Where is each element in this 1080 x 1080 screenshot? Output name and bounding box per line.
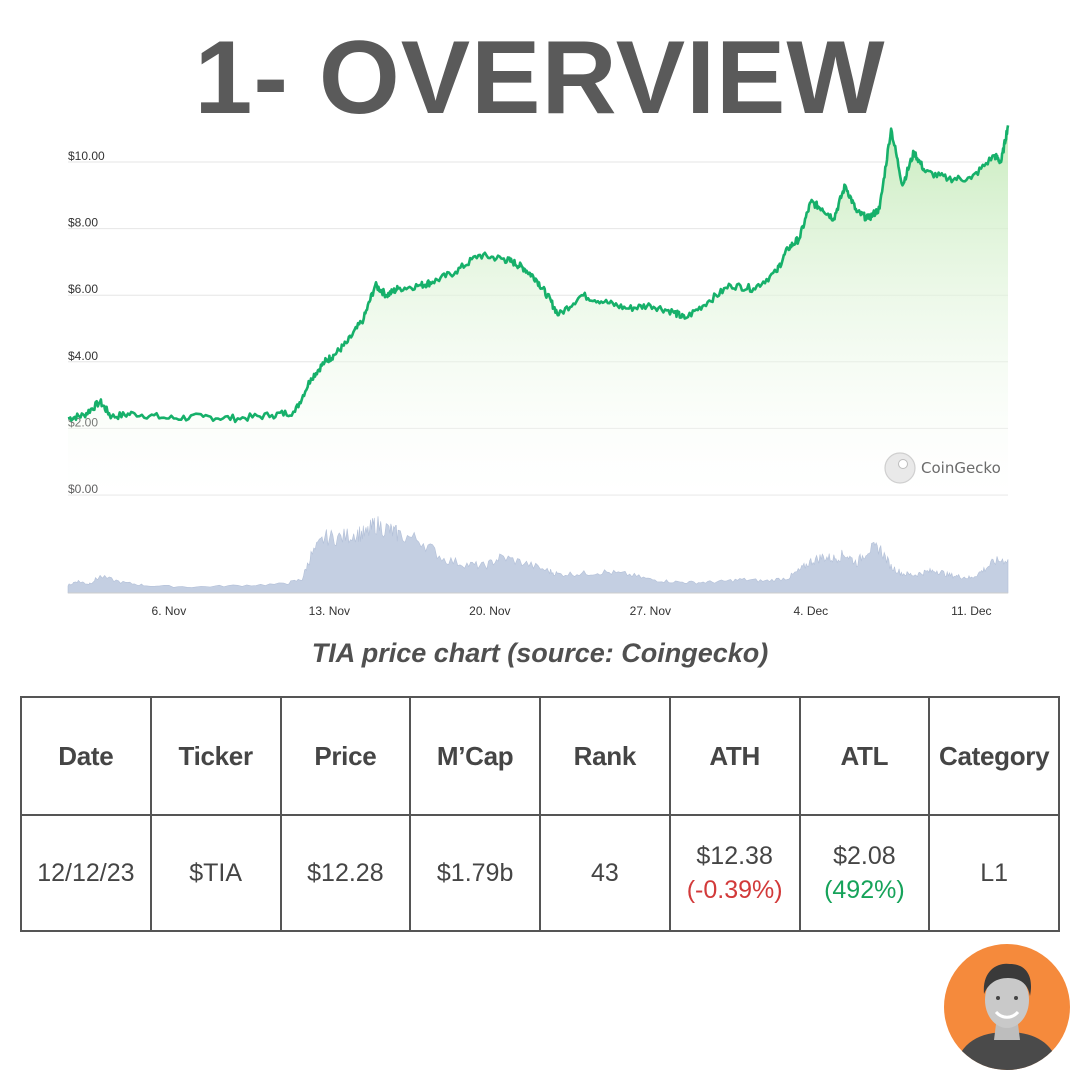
- table-row: 12/12/23 $TIA $12.28 $1.79b 43 $12.38 (-…: [20, 814, 1060, 932]
- header-mcap: M’Cap: [409, 696, 541, 816]
- x-axis-ticks: 6. Nov 13. Nov 20. Nov 27. Nov 4. Dec 11. Dec: [152, 604, 992, 618]
- price-chart: $0.00$2.00$4.00$6.00$8.00$10.00 6. Nov13…: [67, 125, 1010, 618]
- cell-ath: $12.38 (-0.39%): [668, 814, 801, 932]
- cell-mcap: $1.79b: [409, 814, 541, 932]
- header-rank: Rank: [539, 696, 671, 816]
- x-tick-label: 11. Dec: [951, 604, 991, 618]
- volume-area: [67, 516, 1009, 594]
- cell-category: L1: [928, 814, 1060, 932]
- x-tick-label: 20. Nov: [469, 604, 510, 618]
- atl-change: (492%): [824, 876, 905, 904]
- y-tick-label: $4.00: [68, 349, 98, 363]
- cell-price: $12.28: [279, 814, 412, 932]
- x-tick-label: 6. Nov: [152, 604, 187, 618]
- cell-date: 12/12/23: [20, 814, 152, 932]
- author-avatar: [944, 944, 1070, 1070]
- gecko-eye-icon: [898, 459, 908, 469]
- header-price: Price: [279, 696, 412, 816]
- header-date: Date: [20, 696, 152, 816]
- cell-ticker: $TIA: [149, 814, 282, 932]
- table-header-row: Date Ticker Price M’Cap Rank ATH ATL Cat…: [20, 696, 1060, 816]
- header-ath: ATH: [668, 696, 801, 816]
- hair-shape: [983, 963, 1032, 996]
- ath-change: (-0.39%): [686, 876, 783, 904]
- y-tick-label: $6.00: [68, 282, 98, 296]
- chart-caption: TIA price chart (source: Coingecko): [311, 638, 769, 668]
- header-category: Category: [928, 696, 1060, 816]
- overview-table: Date Ticker Price M’Cap Rank ATH ATL Cat…: [20, 696, 1060, 932]
- x-tick-label: 27. Nov: [630, 604, 671, 618]
- price-area: [68, 125, 1008, 496]
- y-tick-label: $8.00: [68, 216, 98, 230]
- x-tick-label: 4. Dec: [793, 604, 828, 618]
- header-ticker: Ticker: [149, 696, 282, 816]
- atl-value: $2.08: [833, 842, 896, 870]
- ath-value: $12.38: [696, 842, 773, 870]
- price-line: [67, 125, 1010, 424]
- shirt-shape: [954, 1032, 1060, 1070]
- page-title: 1- OVERVIEW: [194, 20, 886, 136]
- coingecko-watermark: CoinGecko: [884, 452, 1001, 484]
- cell-atl: $2.08 (492%): [798, 814, 931, 932]
- watermark-label: CoinGecko: [921, 459, 1001, 477]
- y-tick-label: $10.00: [68, 149, 105, 163]
- x-tick-label: 13. Nov: [309, 604, 350, 618]
- cell-rank: 43: [539, 814, 671, 932]
- header-atl: ATL: [798, 696, 931, 816]
